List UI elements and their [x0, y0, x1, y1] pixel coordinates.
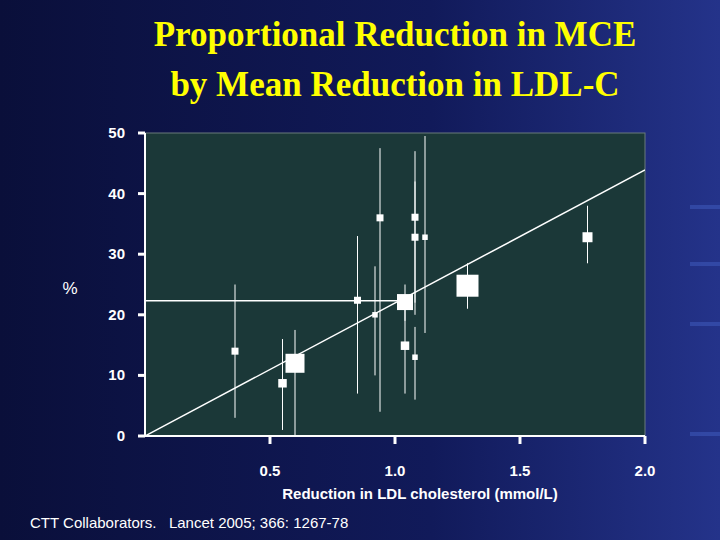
- error-bar: [375, 266, 376, 375]
- y-tick: [138, 313, 145, 316]
- chart: Proportional Reduction in MCE by Mean Red…: [0, 0, 720, 540]
- line: [145, 170, 645, 436]
- source: CTT Collaborators. Lancet 2005; 366: 126…: [30, 514, 348, 531]
- y-tick: [138, 132, 145, 135]
- y-tick: [138, 435, 145, 438]
- y-axis-label: %: [62, 279, 77, 298]
- data-group: [145, 136, 645, 436]
- point: [412, 354, 418, 360]
- x-tick-label: 1.0: [385, 462, 406, 479]
- y-tick-label: 40: [108, 185, 125, 202]
- y-tick-label: 20: [108, 306, 125, 323]
- x-axis-label: Reduction in LDL cholesterol (mmol/L): [282, 485, 558, 502]
- x-tick: [519, 436, 522, 444]
- y-tick-label: 10: [108, 366, 125, 383]
- point: [412, 214, 419, 221]
- plot-area: [145, 133, 645, 436]
- point: [232, 348, 239, 355]
- error-bar: [415, 181, 416, 314]
- point: [422, 234, 428, 240]
- error-bar: [415, 327, 416, 400]
- x-tick: [269, 436, 272, 444]
- background: [0, 0, 720, 540]
- title: Proportional Reduction in MCE: [154, 15, 637, 54]
- point: [412, 234, 419, 241]
- y-tick-label: 30: [108, 245, 125, 262]
- point: [377, 214, 384, 221]
- point: [401, 341, 410, 350]
- line: [145, 300, 405, 302]
- point: [278, 379, 287, 388]
- y-tick: [138, 192, 145, 195]
- y-tick: [138, 374, 145, 377]
- error-bar: [357, 236, 358, 394]
- point: [457, 275, 479, 297]
- point: [583, 232, 593, 242]
- y-tick-label: 0: [117, 427, 125, 444]
- y-axis: [144, 133, 146, 436]
- x-tick: [394, 436, 397, 444]
- decoration: [690, 205, 720, 209]
- x-tick: [644, 436, 647, 444]
- decoration: [690, 322, 720, 326]
- y-tick-label: 50: [108, 124, 125, 141]
- x-tick-label: 2.0: [635, 462, 656, 479]
- point: [397, 294, 413, 310]
- decoration: [690, 262, 720, 266]
- error-bar: [380, 148, 381, 412]
- x-tick-label: 0.5: [260, 462, 281, 479]
- x-tick-label: 1.5: [510, 462, 531, 479]
- decoration: [690, 432, 720, 436]
- y-tick: [138, 253, 145, 256]
- title: by Mean Reduction in LDL-C: [170, 65, 619, 104]
- error-bar: [295, 330, 296, 436]
